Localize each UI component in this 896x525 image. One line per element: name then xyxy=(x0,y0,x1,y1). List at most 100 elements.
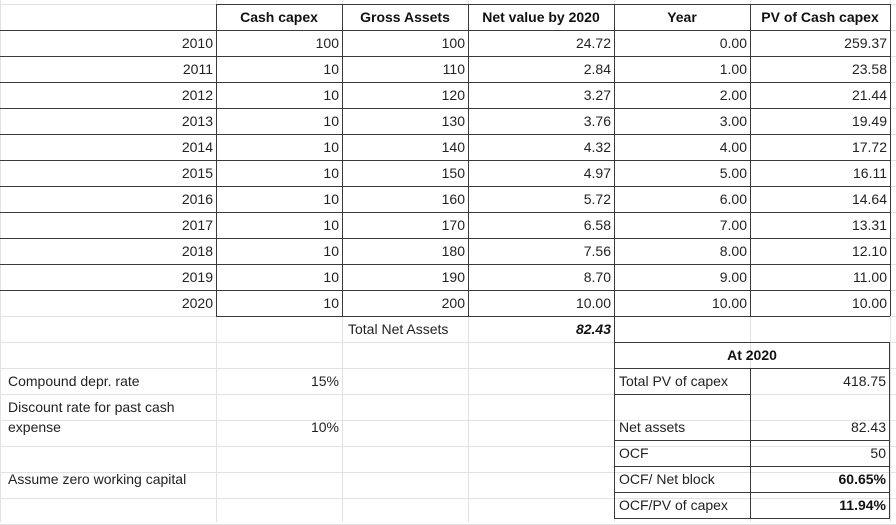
net-value-cell[interactable]: 10.00 xyxy=(575,295,611,311)
discount-rate-value[interactable]: 10% xyxy=(310,419,339,435)
gross-assets-cell[interactable]: 130 xyxy=(441,113,465,129)
cash-capex-cell[interactable]: 10 xyxy=(323,243,339,259)
gross-assets-cell[interactable]: 100 xyxy=(441,35,465,51)
table-border-horizontal xyxy=(0,108,216,109)
summary-item-value[interactable]: 418.75 xyxy=(843,373,886,389)
table-border-vertical xyxy=(216,4,217,316)
year-label[interactable]: 2012 xyxy=(181,87,213,103)
cash-capex-cell[interactable]: 10 xyxy=(323,113,339,129)
pv-cell[interactable]: 19.49 xyxy=(851,113,887,129)
depr-rate-label[interactable]: Compound depr. rate xyxy=(8,373,140,389)
total-net-assets-label[interactable]: Total Net Assets xyxy=(348,321,449,337)
year-index-cell[interactable]: 6.00 xyxy=(719,191,747,207)
pv-cell[interactable]: 259.37 xyxy=(844,35,887,51)
gridline-vertical xyxy=(0,0,1,522)
pv-cell[interactable]: 10.00 xyxy=(851,295,887,311)
year-label[interactable]: 2019 xyxy=(181,269,213,285)
cash-capex-cell[interactable]: 10 xyxy=(323,61,339,77)
net-value-cell[interactable]: 2.84 xyxy=(583,61,611,77)
header-year[interactable]: Year xyxy=(667,9,697,25)
year-label[interactable]: 2011 xyxy=(182,61,213,77)
gross-assets-cell[interactable]: 170 xyxy=(441,217,465,233)
table-border-horizontal xyxy=(216,56,890,57)
gross-assets-cell[interactable]: 200 xyxy=(441,295,465,311)
pv-cell[interactable]: 17.72 xyxy=(851,139,887,155)
gross-assets-cell[interactable]: 110 xyxy=(442,61,465,77)
header-cash-capex[interactable]: Cash capex xyxy=(240,9,318,25)
pv-cell[interactable]: 23.58 xyxy=(851,61,887,77)
table-border-horizontal xyxy=(216,82,890,83)
summary-border xyxy=(750,368,751,518)
summary-item-label[interactable]: OCF xyxy=(619,445,649,461)
summary-item-label[interactable]: OCF/ Net block xyxy=(619,471,715,487)
net-value-cell[interactable]: 4.32 xyxy=(583,139,611,155)
gross-assets-cell[interactable]: 140 xyxy=(441,139,465,155)
header-pv-cash-capex[interactable]: PV of Cash capex xyxy=(761,9,879,25)
year-index-cell[interactable]: 8.00 xyxy=(719,243,747,259)
year-label[interactable]: 2018 xyxy=(181,243,213,259)
year-index-cell[interactable]: 4.00 xyxy=(719,139,747,155)
cash-capex-cell[interactable]: 10 xyxy=(323,191,339,207)
header-gross-assets[interactable]: Gross Assets xyxy=(360,9,450,25)
table-border-horizontal xyxy=(0,134,216,135)
working-capital-note[interactable]: Assume zero working capital xyxy=(8,471,187,487)
year-index-cell[interactable]: 5.00 xyxy=(719,165,747,181)
cash-capex-cell[interactable]: 10 xyxy=(323,139,339,155)
net-value-cell[interactable]: 8.70 xyxy=(583,269,611,285)
summary-item-value[interactable]: 11.94% xyxy=(839,497,886,513)
pv-cell[interactable]: 11.00 xyxy=(853,269,887,285)
year-index-cell[interactable]: 1.00 xyxy=(719,61,747,77)
year-index-cell[interactable]: 7.00 xyxy=(719,217,747,233)
table-border-horizontal xyxy=(216,264,890,265)
net-value-cell[interactable]: 3.76 xyxy=(583,113,611,129)
summary-item-label[interactable]: OCF/PV of capex xyxy=(619,497,728,513)
discount-rate-label-line2[interactable]: expense xyxy=(8,419,61,435)
summary-item-value[interactable]: 50 xyxy=(870,445,886,461)
pv-cell[interactable]: 13.31 xyxy=(851,217,887,233)
year-index-cell[interactable]: 9.00 xyxy=(719,269,747,285)
gridline-horizontal xyxy=(0,394,896,395)
summary-title[interactable]: At 2020 xyxy=(727,347,777,363)
depr-rate-value[interactable]: 15% xyxy=(310,373,339,389)
cash-capex-cell[interactable]: 100 xyxy=(315,35,339,51)
year-label[interactable]: 2020 xyxy=(181,295,213,311)
pv-cell[interactable]: 12.10 xyxy=(851,243,887,259)
cash-capex-cell[interactable]: 10 xyxy=(323,295,339,311)
year-index-cell[interactable]: 0.00 xyxy=(719,35,747,51)
cash-capex-cell[interactable]: 10 xyxy=(323,87,339,103)
net-value-cell[interactable]: 6.58 xyxy=(583,217,611,233)
summary-item-label[interactable]: Net assets xyxy=(619,419,686,435)
gross-assets-cell[interactable]: 120 xyxy=(441,87,465,103)
year-label[interactable]: 2010 xyxy=(181,35,213,51)
total-net-assets-value[interactable]: 82.43 xyxy=(575,321,611,337)
pv-cell[interactable]: 21.44 xyxy=(851,87,887,103)
year-label[interactable]: 2015 xyxy=(181,165,213,181)
header-net-value[interactable]: Net value by 2020 xyxy=(482,9,600,25)
cash-capex-cell[interactable]: 10 xyxy=(323,165,339,181)
discount-rate-label-line1[interactable]: Discount rate for past cash xyxy=(8,399,175,415)
net-value-cell[interactable]: 7.56 xyxy=(583,243,611,259)
summary-item-label[interactable]: Total PV of capex xyxy=(619,373,728,389)
year-label[interactable]: 2014 xyxy=(181,139,213,155)
gross-assets-cell[interactable]: 160 xyxy=(441,191,465,207)
cash-capex-cell[interactable]: 10 xyxy=(323,217,339,233)
year-label[interactable]: 2016 xyxy=(181,191,213,207)
cash-capex-cell[interactable]: 10 xyxy=(323,269,339,285)
gross-assets-cell[interactable]: 190 xyxy=(441,269,465,285)
pv-cell[interactable]: 14.64 xyxy=(851,191,887,207)
net-value-cell[interactable]: 4.97 xyxy=(583,165,611,181)
summary-item-value[interactable]: 60.65% xyxy=(838,471,886,487)
year-label[interactable]: 2013 xyxy=(181,113,213,129)
net-value-cell[interactable]: 3.27 xyxy=(583,87,611,103)
gross-assets-cell[interactable]: 150 xyxy=(441,165,465,181)
year-index-cell[interactable]: 10.00 xyxy=(711,295,747,311)
net-value-cell[interactable]: 5.72 xyxy=(583,191,611,207)
year-index-cell[interactable]: 2.00 xyxy=(719,87,747,103)
gross-assets-cell[interactable]: 180 xyxy=(441,243,465,259)
net-value-cell[interactable]: 24.72 xyxy=(575,35,611,51)
pv-cell[interactable]: 16.11 xyxy=(853,165,887,181)
summary-item-value[interactable]: 82.43 xyxy=(850,419,886,435)
year-index-cell[interactable]: 3.00 xyxy=(719,113,747,129)
year-label[interactable]: 2017 xyxy=(181,217,213,233)
